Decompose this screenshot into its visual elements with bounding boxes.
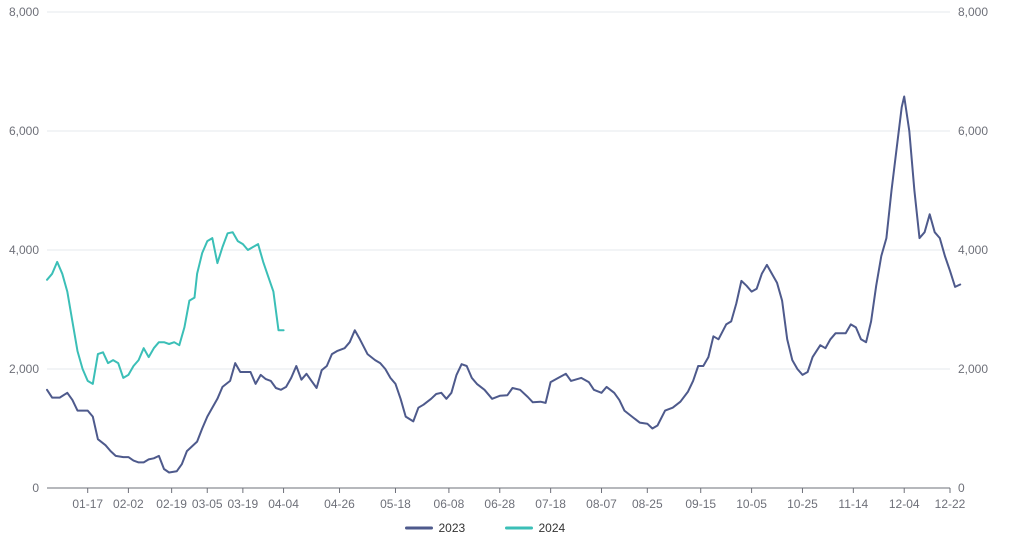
x-tick-label: 04-26 (324, 497, 355, 511)
x-tick-label: 02-19 (156, 497, 187, 511)
x-tick-label: 12-04 (889, 497, 920, 511)
legend-label: 2023 (439, 521, 466, 535)
x-tick-label: 06-08 (434, 497, 465, 511)
grid-lines (47, 11, 950, 489)
y-tick-label-left: 6,000 (9, 124, 39, 138)
y-tick-label-right: 6,000 (958, 124, 988, 138)
legend-item-2023[interactable]: 2023 (405, 521, 466, 535)
x-tick-label: 02-02 (113, 497, 144, 511)
y-axis-right: 0 2,000 4,000 6,000 8,000 (958, 5, 988, 495)
x-tick-label: 01-17 (72, 497, 103, 511)
legend[interactable]: 2023 2024 (405, 521, 566, 535)
y-tick-label-left: 4,000 (9, 243, 39, 257)
series-lines (46, 95, 962, 474)
legend-label: 2024 (539, 521, 566, 535)
legend-item-2024[interactable]: 2024 (505, 521, 566, 535)
y-tick-label-left: 2,000 (9, 362, 39, 376)
x-tick-label: 09-15 (685, 497, 716, 511)
x-tick-label: 04-04 (268, 497, 299, 511)
series-line-2024 (46, 231, 285, 385)
y-tick-label-right: 2,000 (958, 362, 988, 376)
x-tick-label: 05-18 (380, 497, 411, 511)
x-axis: 01-17 02-02 02-19 03-05 03-19 04-04 04-26 05-18… (72, 488, 966, 511)
y-tick-label-right: 8,000 (958, 5, 988, 19)
x-tick-label: 08-25 (632, 497, 663, 511)
x-tick-label: 08-07 (586, 497, 617, 511)
y-tick-label-left: 0 (32, 481, 39, 495)
y-axis-left: 0 2,000 4,000 6,000 8,000 (9, 5, 39, 495)
x-tick-label: 03-19 (228, 497, 259, 511)
x-tick-label: 06-28 (484, 497, 515, 511)
x-tick-label: 10-05 (736, 497, 767, 511)
x-tick-label: 12-22 (935, 497, 966, 511)
x-tick-label: 11-14 (838, 497, 868, 511)
x-tick-label: 03-05 (192, 497, 223, 511)
x-tick-label: 10-25 (787, 497, 818, 511)
y-tick-label-left: 8,000 (9, 5, 39, 19)
y-tick-label-right: 0 (958, 481, 965, 495)
series-line-2023 (46, 95, 962, 474)
y-tick-label-right: 4,000 (958, 243, 988, 257)
x-tick-label: 07-18 (535, 497, 566, 511)
